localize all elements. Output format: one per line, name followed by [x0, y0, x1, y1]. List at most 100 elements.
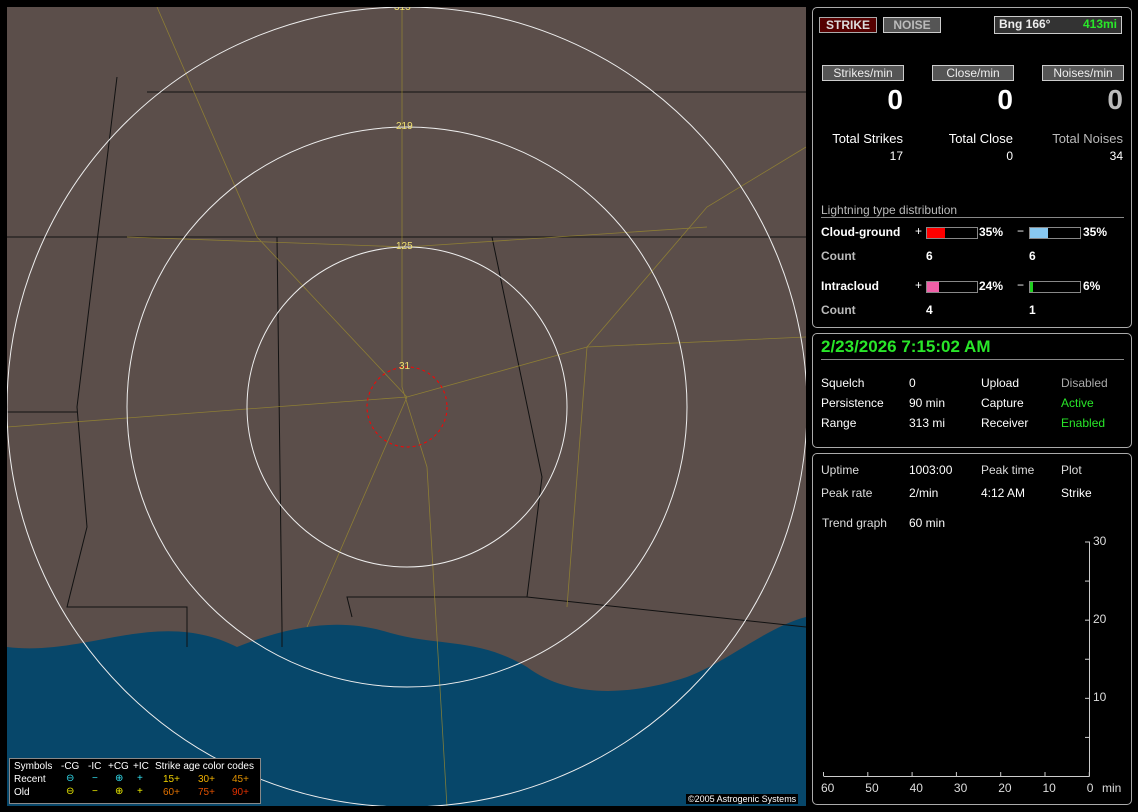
- legend-row-recent: Recent: [14, 774, 46, 785]
- noise-button[interactable]: NOISE: [883, 17, 941, 33]
- y-tick-label: 20: [1093, 612, 1107, 627]
- strikes-per-min: 0: [887, 84, 903, 115]
- recent-pos-cg-icon: ⊕: [115, 773, 124, 784]
- legend-col: +CG: [108, 761, 129, 772]
- cg-label: Cloud-ground: [821, 225, 901, 239]
- x-tick-label: 60: [821, 781, 835, 795]
- close-per-min-label: Close/min: [932, 65, 1014, 81]
- bearing-display: Bng 166° 413mi: [994, 16, 1122, 34]
- ic-pos-bar: [926, 281, 978, 293]
- status-panel: 2/23/2026 7:15:02 AM Squelch 0 Upload Di…: [812, 333, 1132, 448]
- old-neg-ic-icon: −: [92, 786, 98, 797]
- cg-neg-count: 6: [1029, 249, 1036, 263]
- range-ring-219: [126, 126, 688, 688]
- age-90: 90+: [232, 787, 249, 798]
- peak-rate-value: 2/min: [909, 486, 939, 500]
- uptime-label: Uptime: [821, 463, 860, 477]
- peak-rate-label: Peak rate: [821, 486, 873, 500]
- cg-neg-bar: [1029, 227, 1081, 239]
- copyright: ©2005 Astrogenic Systems: [686, 794, 799, 804]
- ring-label-219: 219: [396, 121, 413, 132]
- persistence-value: 90 min: [909, 396, 946, 410]
- ic-pos-pct: 24%: [979, 279, 1004, 293]
- ring-label-31: 31: [399, 361, 411, 372]
- legend-col: +IC: [133, 761, 149, 772]
- symbol-legend: Symbols -CG -IC +CG +IC Strike age color…: [9, 758, 261, 804]
- legend-symbols-label: Symbols: [14, 761, 53, 772]
- y-tick-label: 10: [1093, 690, 1107, 705]
- range-rings: [7, 7, 806, 806]
- cg-neg-pct: 35%: [1083, 225, 1108, 239]
- ic-label: Intracloud: [821, 279, 880, 293]
- ic-pos-count: 4: [926, 303, 933, 317]
- trend-label: Trend graph: [822, 516, 887, 530]
- roads: [7, 7, 806, 806]
- old-pos-ic-icon: +: [137, 786, 143, 797]
- total-strikes-label: Total Strikes: [832, 131, 903, 146]
- cg-pos-pct: 35%: [979, 225, 1004, 239]
- old-pos-cg-icon: ⊕: [115, 786, 124, 797]
- x-tick-label: 30: [953, 781, 968, 795]
- age-30: 30+: [198, 774, 215, 785]
- peak-time-value: 4:12 AM: [981, 486, 1026, 500]
- age-75: 75+: [198, 787, 215, 798]
- trend-panel: Uptime 1003:00 Peak time Plot Peak rate …: [812, 453, 1132, 805]
- recent-neg-cg-icon: ⊖: [66, 773, 75, 784]
- x-tick-label: 50: [865, 781, 879, 795]
- plus-sign: +: [915, 224, 923, 238]
- range-ring-125: [246, 246, 568, 568]
- ring-label-125: 125: [396, 241, 413, 252]
- capture-value: Active: [1061, 396, 1094, 410]
- close-per-min: 0: [997, 84, 1013, 115]
- noises-per-min-label: Noises/min: [1042, 65, 1124, 81]
- strike-map[interactable]: 313 219 125 31: [7, 7, 806, 806]
- receiver-value: Enabled: [1061, 416, 1106, 430]
- legend-row-old: Old: [14, 787, 30, 798]
- strikes-per-min-label: Strikes/min: [822, 65, 904, 81]
- squelch-label: Squelch: [821, 376, 865, 390]
- upload-label: Upload: [981, 376, 1020, 390]
- recent-pos-ic-icon: +: [137, 773, 143, 784]
- old-neg-cg-icon: ⊖: [66, 786, 75, 797]
- range-value: 313 mi: [909, 416, 946, 430]
- receiver-label: Receiver: [981, 416, 1029, 430]
- state-borders: [7, 76, 806, 647]
- range-ring-31: [366, 366, 448, 448]
- x-tick-label: 0: [1086, 781, 1094, 795]
- x-tick-label: 10: [1042, 781, 1056, 795]
- legend-age-title: Strike age color codes: [155, 761, 254, 772]
- plus-sign: +: [915, 278, 923, 292]
- minus-sign: −: [1017, 224, 1025, 238]
- x-unit-label: min: [1102, 781, 1122, 795]
- counts-panel: STRIKE NOISE Bng 166° 413mi Strikes/min …: [812, 7, 1132, 328]
- total-noises-label: Total Noises: [1052, 131, 1123, 146]
- total-strikes: 17: [889, 149, 903, 163]
- strike-button[interactable]: STRIKE: [819, 17, 877, 33]
- persistence-label: Persistence: [821, 396, 884, 410]
- distance-value: 413mi: [1082, 17, 1117, 31]
- squelch-value: 0: [909, 376, 916, 390]
- plot-value[interactable]: Strike: [1061, 486, 1092, 500]
- total-close-label: Total Close: [948, 131, 1013, 146]
- cg-pos-count: 6: [926, 249, 933, 263]
- age-60: 60+: [163, 787, 180, 798]
- ic-neg-bar: [1029, 281, 1081, 293]
- ic-neg-count: 1: [1029, 303, 1036, 317]
- datetime: 2/23/2026 7:15:02 AM: [821, 337, 1124, 360]
- peak-time-label: Peak time: [981, 463, 1035, 477]
- bearing-value: Bng 166°: [999, 17, 1051, 31]
- capture-label: Capture: [981, 396, 1024, 410]
- total-close: 0: [1006, 149, 1013, 163]
- total-noises: 34: [1109, 149, 1123, 163]
- cg-neg-fill: [1030, 228, 1048, 238]
- ic-neg-fill: [1030, 282, 1033, 292]
- age-15: 15+: [163, 774, 180, 785]
- ic-count-label: Count: [821, 303, 856, 317]
- noises-per-min: 0: [1107, 84, 1123, 115]
- x-tick-label: 40: [909, 781, 923, 795]
- trend-graph: [823, 541, 1090, 777]
- cg-count-label: Count: [821, 249, 856, 263]
- distribution-title: Lightning type distribution: [821, 203, 1124, 218]
- x-tick-label: 20: [998, 781, 1012, 795]
- y-tick-label: 30: [1093, 534, 1107, 548]
